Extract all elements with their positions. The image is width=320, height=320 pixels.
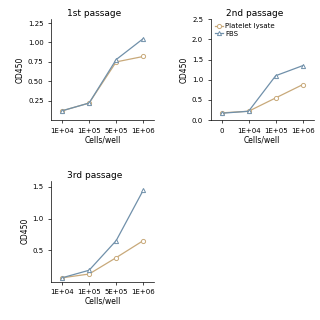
X-axis label: Cells/well: Cells/well [84, 297, 121, 306]
X-axis label: Cells/well: Cells/well [84, 135, 121, 144]
Text: 2nd passage: 2nd passage [226, 9, 284, 19]
Y-axis label: OD450: OD450 [180, 56, 189, 83]
Text: 3rd passage: 3rd passage [67, 171, 122, 180]
Y-axis label: OD450: OD450 [20, 218, 29, 244]
Y-axis label: OD450: OD450 [16, 56, 25, 83]
Legend: Platelet lysate, FBS: Platelet lysate, FBS [214, 23, 276, 37]
X-axis label: Cells/well: Cells/well [244, 135, 280, 144]
Text: 1st passage: 1st passage [67, 9, 121, 19]
